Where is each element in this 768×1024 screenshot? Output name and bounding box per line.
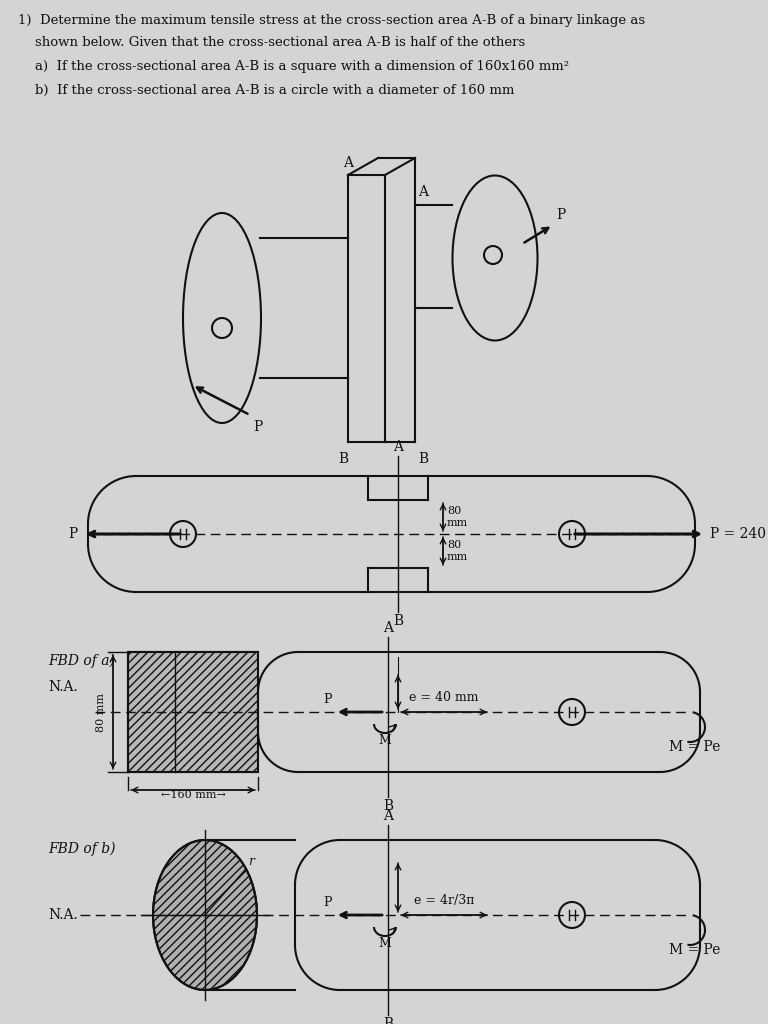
Text: B: B — [418, 452, 428, 466]
Text: B: B — [383, 799, 393, 813]
Text: b)  If the cross-sectional area A‑B is a circle with a diameter of 160 mm: b) If the cross-sectional area A‑B is a … — [18, 84, 515, 97]
Text: e = 4r/3π: e = 4r/3π — [414, 894, 474, 907]
Text: FBD of a): FBD of a) — [48, 654, 115, 669]
Bar — [128, 652, 258, 772]
Text: N.A.: N.A. — [48, 908, 78, 922]
Text: P: P — [323, 896, 332, 909]
Text: e = 40 mm: e = 40 mm — [409, 691, 478, 705]
Text: B: B — [338, 452, 348, 466]
Text: 80
mm: 80 mm — [447, 506, 468, 527]
Text: M = Pe: M = Pe — [669, 943, 720, 957]
Text: P: P — [69, 527, 78, 541]
Text: B: B — [383, 1017, 393, 1024]
Text: A: A — [383, 809, 393, 823]
Text: M = Pe: M = Pe — [669, 740, 720, 754]
Text: P: P — [323, 693, 332, 706]
Text: A: A — [393, 440, 403, 454]
Text: 1)  Determine the maximum tensile stress at the cross-section area A‑B of a bina: 1) Determine the maximum tensile stress … — [18, 14, 645, 27]
Text: a)  If the cross-sectional area A‑B is a square with a dimension of 160x160 mm²: a) If the cross-sectional area A‑B is a … — [18, 60, 569, 73]
Text: P: P — [253, 420, 262, 434]
Text: A: A — [343, 156, 353, 170]
Ellipse shape — [153, 840, 257, 990]
Text: M: M — [379, 734, 392, 746]
Text: FBD of b): FBD of b) — [48, 842, 115, 856]
Text: B: B — [393, 614, 403, 628]
Text: 80
mm: 80 mm — [447, 541, 468, 562]
Text: A: A — [418, 185, 428, 199]
Text: P: P — [556, 208, 565, 222]
Text: 80 mm: 80 mm — [96, 692, 106, 731]
Text: r: r — [248, 855, 254, 868]
Text: M: M — [379, 937, 392, 950]
Text: P = 240 kN: P = 240 kN — [710, 527, 768, 541]
Text: N.A.: N.A. — [48, 680, 78, 694]
Text: shown below. Given that the cross-sectional area A‑B is half of the others: shown below. Given that the cross-sectio… — [18, 36, 525, 49]
Text: ←160 mm→: ←160 mm→ — [161, 790, 226, 800]
Text: A: A — [383, 621, 393, 635]
